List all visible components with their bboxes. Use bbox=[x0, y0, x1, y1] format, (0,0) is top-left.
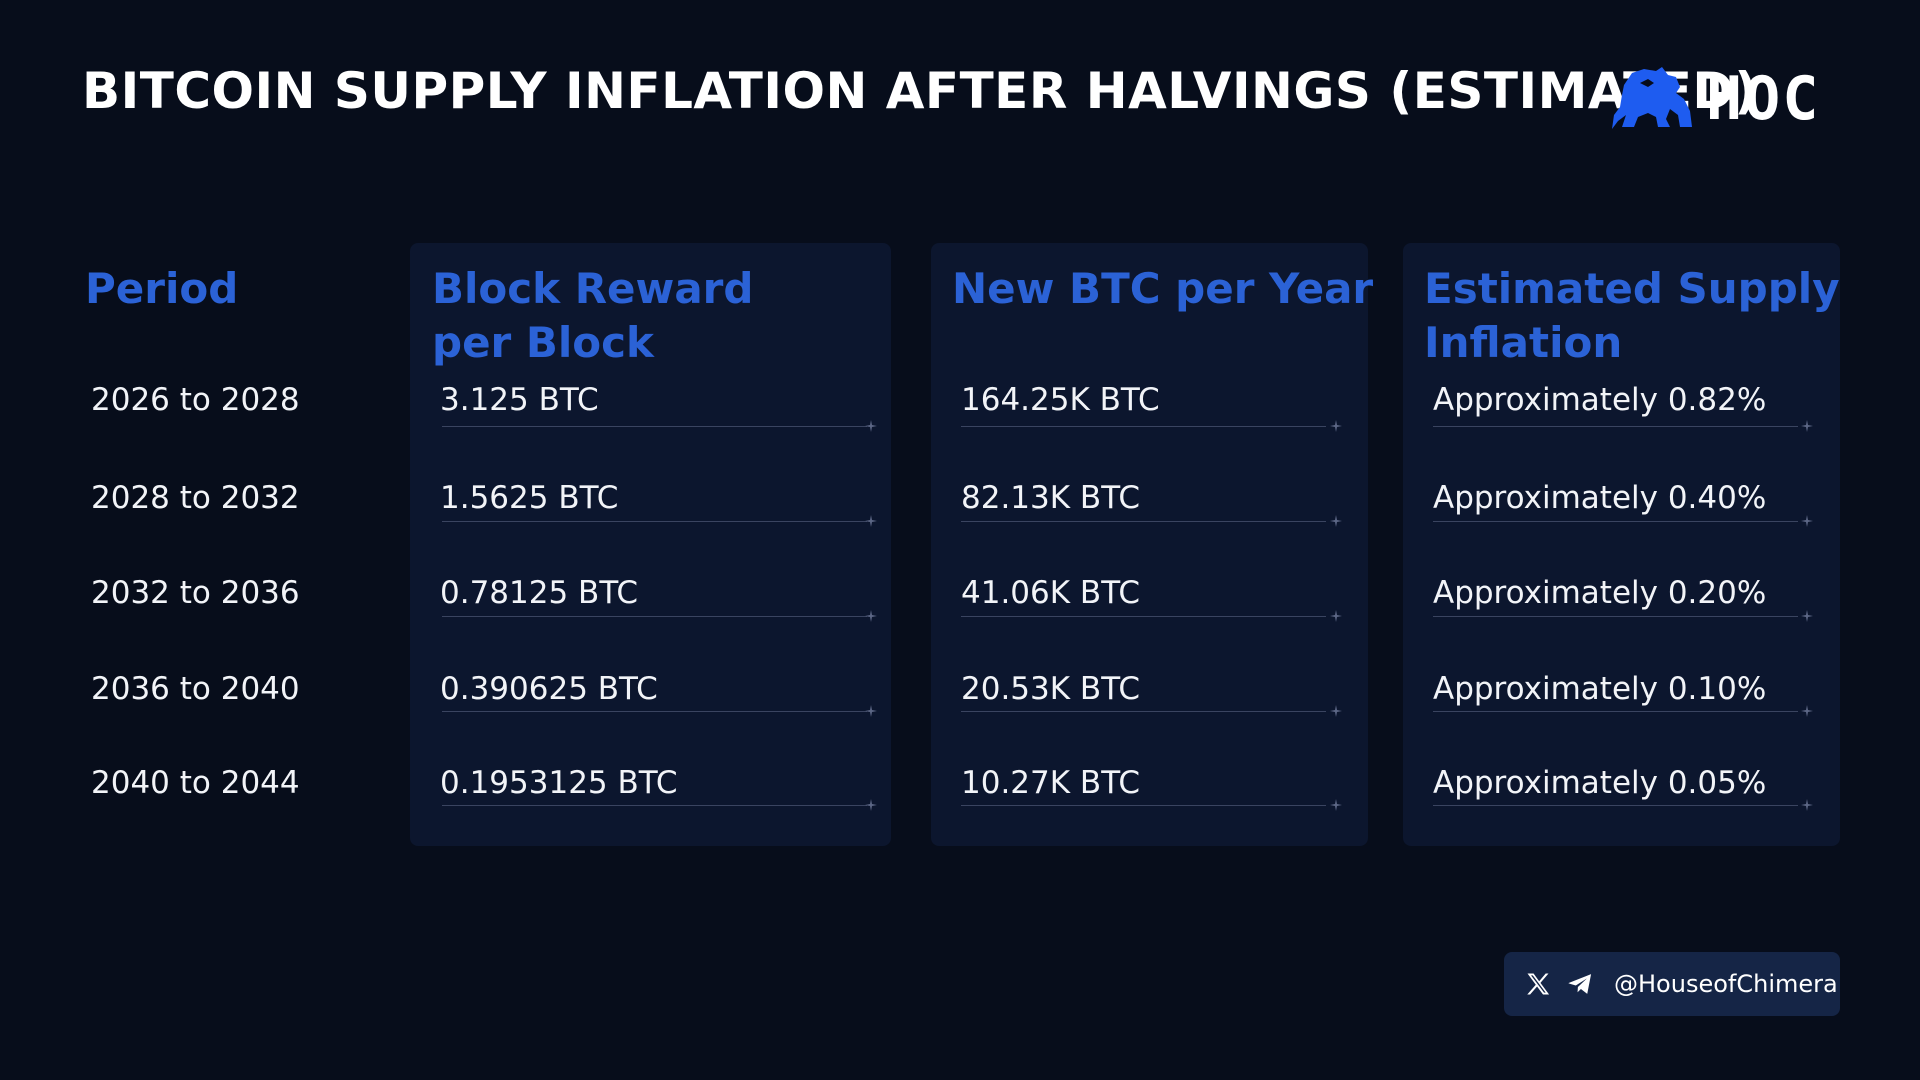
cell-new-btc: 82.13K BTC bbox=[961, 480, 1140, 516]
row-divider bbox=[442, 426, 867, 427]
cell-inflation: Approximately 0.82% bbox=[1433, 382, 1767, 418]
row-divider bbox=[1433, 616, 1798, 617]
cell-inflation: Approximately 0.40% bbox=[1433, 480, 1767, 516]
social-handle-text: @HouseofChimera bbox=[1614, 970, 1838, 998]
row-divider bbox=[1433, 805, 1798, 806]
sparkle-icon bbox=[1801, 610, 1813, 622]
cell-inflation: Approximately 0.20% bbox=[1433, 575, 1767, 611]
cell-block-reward: 0.78125 BTC bbox=[440, 575, 639, 611]
header-block-reward: Block Reward per Block bbox=[432, 262, 753, 370]
social-handle-badge[interactable]: @HouseofChimera bbox=[1504, 952, 1840, 1016]
header-inflation: Estimated Supply Inflation bbox=[1424, 262, 1840, 370]
row-divider bbox=[961, 521, 1326, 522]
cell-inflation: Approximately 0.05% bbox=[1433, 765, 1767, 801]
row-divider bbox=[1433, 426, 1798, 427]
x-logo-icon bbox=[1527, 973, 1550, 995]
column-card-inflation bbox=[1403, 243, 1840, 846]
brand-wordmark: HOC bbox=[1706, 64, 1821, 134]
sparkle-icon bbox=[865, 799, 877, 811]
row-divider bbox=[961, 426, 1326, 427]
header-new-btc-line: New BTC per Year bbox=[952, 264, 1374, 313]
sparkle-icon bbox=[865, 610, 877, 622]
row-divider bbox=[1433, 711, 1798, 712]
column-card-block-reward bbox=[410, 243, 891, 846]
cell-block-reward: 0.390625 BTC bbox=[440, 671, 658, 707]
sparkle-icon bbox=[1801, 515, 1813, 527]
sparkle-icon bbox=[1801, 799, 1813, 811]
row-divider bbox=[442, 805, 867, 806]
sparkle-icon bbox=[865, 705, 877, 717]
telegram-icon bbox=[1568, 974, 1592, 994]
row-divider bbox=[1433, 521, 1798, 522]
header-inflation-line: Inflation bbox=[1424, 318, 1623, 367]
sparkle-icon bbox=[865, 420, 877, 432]
cell-block-reward: 0.1953125 BTC bbox=[440, 765, 678, 801]
header-block-reward-line: per Block bbox=[432, 318, 654, 367]
row-divider bbox=[442, 711, 867, 712]
cell-block-reward: 1.5625 BTC bbox=[440, 480, 619, 516]
row-divider bbox=[442, 521, 867, 522]
cell-period: 2036 to 2040 bbox=[91, 671, 300, 707]
column-card-new-btc bbox=[931, 243, 1368, 846]
page-title: BITCOIN SUPPLY INFLATION AFTER HALVINGS … bbox=[82, 62, 1758, 120]
header-block-reward-line: Block Reward bbox=[432, 264, 754, 313]
cell-block-reward: 3.125 BTC bbox=[440, 382, 599, 418]
row-divider bbox=[961, 616, 1326, 617]
row-divider bbox=[961, 805, 1326, 806]
cell-period: 2040 to 2044 bbox=[91, 765, 300, 801]
cell-new-btc: 20.53K BTC bbox=[961, 671, 1140, 707]
header-period: Period bbox=[85, 262, 238, 316]
cell-period: 2032 to 2036 bbox=[91, 575, 300, 611]
header-new-btc: New BTC per Year bbox=[952, 262, 1373, 316]
cell-inflation: Approximately 0.10% bbox=[1433, 671, 1767, 707]
row-divider bbox=[442, 616, 867, 617]
sparkle-icon bbox=[865, 515, 877, 527]
cell-period: 2028 to 2032 bbox=[91, 480, 300, 516]
brand-logo: HOC bbox=[1610, 64, 1820, 134]
sparkle-icon bbox=[1330, 515, 1342, 527]
cell-new-btc: 10.27K BTC bbox=[961, 765, 1140, 801]
header-inflation-line: Estimated Supply bbox=[1424, 264, 1840, 313]
sparkle-icon bbox=[1330, 705, 1342, 717]
header-period-line: Period bbox=[85, 264, 239, 313]
sparkle-icon bbox=[1330, 610, 1342, 622]
cell-period: 2026 to 2028 bbox=[91, 382, 300, 418]
sparkle-icon bbox=[1330, 420, 1342, 432]
row-divider bbox=[961, 711, 1326, 712]
lion-icon bbox=[1612, 67, 1692, 129]
sparkle-icon bbox=[1801, 705, 1813, 717]
sparkle-icon bbox=[1801, 420, 1813, 432]
cell-new-btc: 164.25K BTC bbox=[961, 382, 1160, 418]
sparkle-icon bbox=[1330, 799, 1342, 811]
cell-new-btc: 41.06K BTC bbox=[961, 575, 1140, 611]
